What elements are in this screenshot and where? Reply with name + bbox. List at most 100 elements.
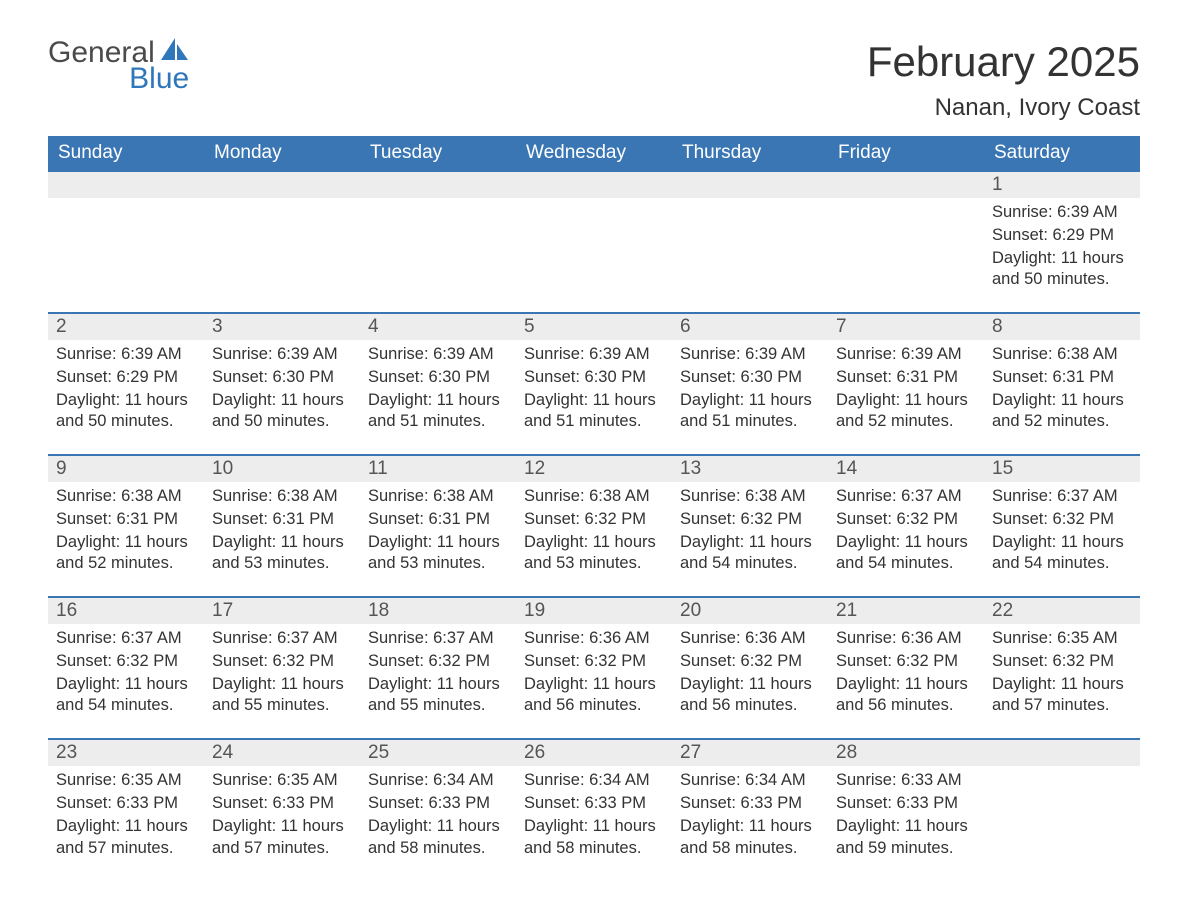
sunrise-line: Sunrise: 6:39 AM bbox=[368, 344, 508, 366]
sunset-line: Sunset: 6:30 PM bbox=[524, 367, 664, 389]
sunrise-line: Sunrise: 6:37 AM bbox=[56, 628, 196, 650]
sunset-line: Sunset: 6:32 PM bbox=[836, 509, 976, 531]
sunset-line: Sunset: 6:31 PM bbox=[212, 509, 352, 531]
day-number: 15 bbox=[984, 456, 1140, 482]
daylight-line: Daylight: 11 hours and 55 minutes. bbox=[368, 674, 508, 718]
weekday-header-row: SundayMondayTuesdayWednesdayThursdayFrid… bbox=[48, 136, 1140, 170]
calendar-day bbox=[360, 172, 516, 298]
day-details: Sunrise: 6:36 AMSunset: 6:32 PMDaylight:… bbox=[522, 628, 666, 717]
sunrise-line: Sunrise: 6:39 AM bbox=[836, 344, 976, 366]
calendar-day bbox=[48, 172, 204, 298]
sunset-line: Sunset: 6:31 PM bbox=[368, 509, 508, 531]
sunrise-line: Sunrise: 6:38 AM bbox=[368, 486, 508, 508]
calendar-day bbox=[672, 172, 828, 298]
sunrise-line: Sunrise: 6:35 AM bbox=[992, 628, 1132, 650]
calendar-day: 7Sunrise: 6:39 AMSunset: 6:31 PMDaylight… bbox=[828, 314, 984, 440]
weekday-header: Tuesday bbox=[360, 136, 516, 170]
daylight-line: Daylight: 11 hours and 58 minutes. bbox=[524, 816, 664, 860]
day-number: 2 bbox=[48, 314, 204, 340]
day-details: Sunrise: 6:39 AMSunset: 6:30 PMDaylight:… bbox=[678, 344, 822, 433]
day-details: Sunrise: 6:35 AMSunset: 6:33 PMDaylight:… bbox=[210, 770, 354, 859]
sunset-line: Sunset: 6:29 PM bbox=[56, 367, 196, 389]
calendar-day: 13 Sunrise: 6:38 AMSunset: 6:32 PMDayligh… bbox=[672, 456, 828, 582]
sunset-line: Sunset: 6:29 PM bbox=[992, 225, 1132, 247]
calendar-day: 9Sunrise: 6:38 AMSunset: 6:31 PMDaylight… bbox=[48, 456, 204, 582]
calendar-day: 19Sunrise: 6:36 AMSunset: 6:32 PMDayligh… bbox=[516, 598, 672, 724]
day-number bbox=[984, 740, 1140, 766]
calendar-day: 25Sunrise: 6:34 AMSunset: 6:33 PMDayligh… bbox=[360, 740, 516, 866]
day-number: 28 bbox=[828, 740, 984, 766]
daylight-line: Daylight: 11 hours and 53 minutes. bbox=[524, 532, 664, 576]
day-details: Sunrise: 6:36 AMSunset: 6:32 PMDaylight:… bbox=[834, 628, 978, 717]
location-label: Nanan, Ivory Coast bbox=[867, 94, 1140, 122]
day-number: 14 bbox=[828, 456, 984, 482]
calendar-day: 4 Sunrise: 6:39 AMSunset: 6:30 PMDaylight… bbox=[360, 314, 516, 440]
day-details: Sunrise: 6:38 AMSunset: 6:32 PMDaylight:… bbox=[678, 486, 822, 575]
day-details: Sunrise: 6:35 AMSunset: 6:33 PMDaylight:… bbox=[54, 770, 198, 859]
day-details: Sunrise: 6:39 AMSunset: 6:29 PMDaylight:… bbox=[54, 344, 198, 433]
sunrise-line: Sunrise: 6:38 AM bbox=[524, 486, 664, 508]
day-number: 11 bbox=[360, 456, 516, 482]
calendar-day: 8Sunrise: 6:38 AMSunset: 6:31 PMDaylight… bbox=[984, 314, 1140, 440]
sunset-line: Sunset: 6:32 PM bbox=[368, 651, 508, 673]
sunrise-line: Sunrise: 6:33 AM bbox=[836, 770, 976, 792]
sunset-line: Sunset: 6:33 PM bbox=[680, 793, 820, 815]
day-details: Sunrise: 6:34 AMSunset: 6:33 PMDaylight:… bbox=[366, 770, 510, 859]
calendar-day: 16Sunrise: 6:37 AMSunset: 6:32 PMDayligh… bbox=[48, 598, 204, 724]
calendar-week: 1Sunrise: 6:39 AMSunset: 6:29 PMDaylight… bbox=[48, 170, 1140, 298]
sunrise-line: Sunrise: 6:35 AM bbox=[56, 770, 196, 792]
sunrise-line: Sunrise: 6:39 AM bbox=[992, 202, 1132, 224]
calendar-day: 22Sunrise: 6:35 AMSunset: 6:32 PMDayligh… bbox=[984, 598, 1140, 724]
calendar-day: 26Sunrise: 6:34 AMSunset: 6:33 PMDayligh… bbox=[516, 740, 672, 866]
day-number bbox=[828, 172, 984, 198]
sunrise-line: Sunrise: 6:39 AM bbox=[212, 344, 352, 366]
daylight-line: Daylight: 11 hours and 54 minutes. bbox=[992, 532, 1132, 576]
day-details: Sunrise: 6:39 AMSunset: 6:30 PMDaylight:… bbox=[522, 344, 666, 433]
sunset-line: Sunset: 6:32 PM bbox=[524, 651, 664, 673]
daylight-line: Daylight: 11 hours and 58 minutes. bbox=[368, 816, 508, 860]
day-number bbox=[672, 172, 828, 198]
daylight-line: Daylight: 11 hours and 52 minutes. bbox=[992, 390, 1132, 434]
daylight-line: Daylight: 11 hours and 50 minutes. bbox=[992, 248, 1132, 292]
calendar-day: 18Sunrise: 6:37 AMSunset: 6:32 PMDayligh… bbox=[360, 598, 516, 724]
day-details: Sunrise: 6:37 AMSunset: 6:32 PMDaylight:… bbox=[834, 486, 978, 575]
sunrise-line: Sunrise: 6:39 AM bbox=[56, 344, 196, 366]
day-details: Sunrise: 6:33 AMSunset: 6:33 PMDaylight:… bbox=[834, 770, 978, 859]
day-details: Sunrise: 6:38 AMSunset: 6:31 PMDaylight:… bbox=[366, 486, 510, 575]
sunset-line: Sunset: 6:33 PM bbox=[836, 793, 976, 815]
sunset-line: Sunset: 6:32 PM bbox=[992, 509, 1132, 531]
day-number: 9 bbox=[48, 456, 204, 482]
day-number: 4 bbox=[360, 314, 516, 340]
sunset-line: Sunset: 6:32 PM bbox=[680, 651, 820, 673]
daylight-line: Daylight: 11 hours and 50 minutes. bbox=[212, 390, 352, 434]
calendar-day: 28 Sunrise: 6:33 AMSunset: 6:33 PMDayligh… bbox=[828, 740, 984, 866]
day-number: 13 bbox=[672, 456, 828, 482]
logo-sail-icon bbox=[161, 38, 189, 65]
day-number: 16 bbox=[48, 598, 204, 624]
sunset-line: Sunset: 6:32 PM bbox=[992, 651, 1132, 673]
day-number bbox=[204, 172, 360, 198]
daylight-line: Daylight: 11 hours and 55 minutes. bbox=[212, 674, 352, 718]
sunset-line: Sunset: 6:32 PM bbox=[56, 651, 196, 673]
sunrise-line: Sunrise: 6:38 AM bbox=[212, 486, 352, 508]
daylight-line: Daylight: 11 hours and 51 minutes. bbox=[524, 390, 664, 434]
sunset-line: Sunset: 6:32 PM bbox=[836, 651, 976, 673]
sunset-line: Sunset: 6:30 PM bbox=[368, 367, 508, 389]
sunset-line: Sunset: 6:31 PM bbox=[992, 367, 1132, 389]
calendar-day: 20Sunrise: 6:36 AMSunset: 6:32 PMDayligh… bbox=[672, 598, 828, 724]
sunrise-line: Sunrise: 6:35 AM bbox=[212, 770, 352, 792]
calendar-day: 1Sunrise: 6:39 AMSunset: 6:29 PMDaylight… bbox=[984, 172, 1140, 298]
sunset-line: Sunset: 6:33 PM bbox=[524, 793, 664, 815]
calendar-day bbox=[828, 172, 984, 298]
daylight-line: Daylight: 11 hours and 57 minutes. bbox=[56, 816, 196, 860]
sunset-line: Sunset: 6:31 PM bbox=[56, 509, 196, 531]
daylight-line: Daylight: 11 hours and 51 minutes. bbox=[680, 390, 820, 434]
day-details: Sunrise: 6:37 AMSunset: 6:32 PMDaylight:… bbox=[210, 628, 354, 717]
day-details: Sunrise: 6:38 AMSunset: 6:32 PMDaylight:… bbox=[522, 486, 666, 575]
sunrise-line: Sunrise: 6:38 AM bbox=[992, 344, 1132, 366]
day-number: 27 bbox=[672, 740, 828, 766]
day-details: Sunrise: 6:39 AMSunset: 6:30 PMDaylight:… bbox=[366, 344, 510, 433]
sunrise-line: Sunrise: 6:37 AM bbox=[992, 486, 1132, 508]
daylight-line: Daylight: 11 hours and 54 minutes. bbox=[680, 532, 820, 576]
day-number: 26 bbox=[516, 740, 672, 766]
